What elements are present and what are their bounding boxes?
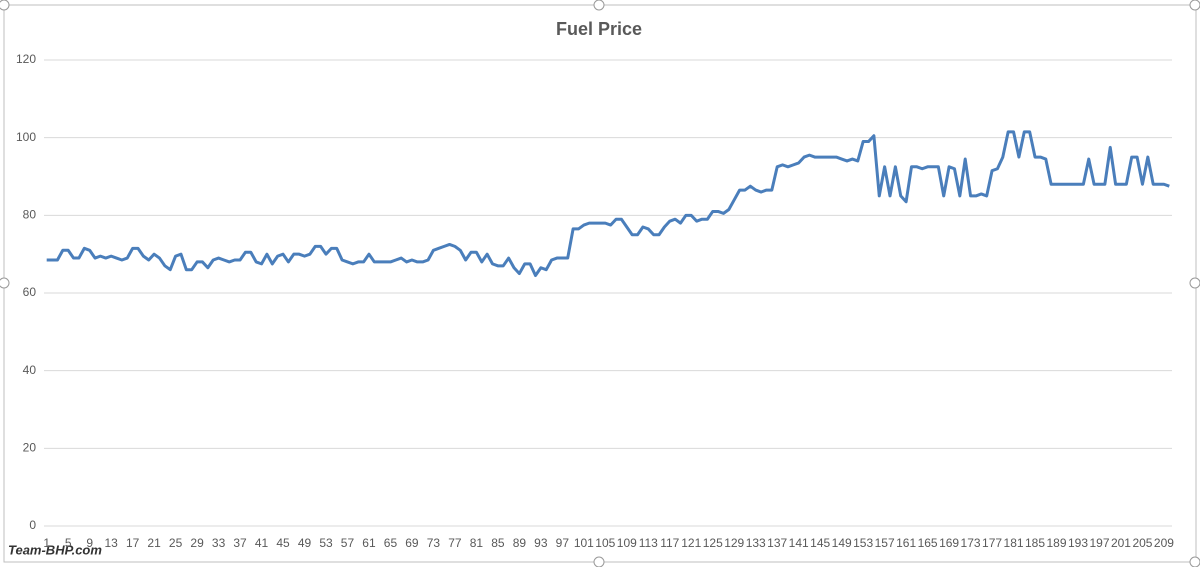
handle[interactable] [1189, 556, 1200, 567]
x-tick-label: 209 [1154, 536, 1174, 550]
x-tick-label: 37 [233, 536, 247, 550]
x-tick-label: 65 [384, 536, 398, 550]
x-tick-label: 129 [724, 536, 744, 550]
x-tick-label: 101 [574, 536, 594, 550]
x-tick-label: 133 [746, 536, 766, 550]
y-tick-label: 100 [16, 130, 36, 144]
x-tick-label: 193 [1068, 536, 1088, 550]
x-tick-label: 69 [405, 536, 419, 550]
x-tick-label: 1 [43, 536, 50, 550]
x-tick-label: 73 [427, 536, 441, 550]
x-tick-label: 177 [982, 536, 1002, 550]
x-tick-label: 45 [276, 536, 290, 550]
data-line [46, 130, 1170, 278]
x-tick-label: 109 [617, 536, 637, 550]
x-tick-label: 149 [832, 536, 852, 550]
y-tick-label: 120 [16, 52, 36, 66]
y-tick-label: 80 [23, 208, 37, 222]
x-tick-label: 97 [556, 536, 570, 550]
x-tick-label: 137 [767, 536, 787, 550]
x-tick-label: 205 [1132, 536, 1152, 550]
x-tick-label: 21 [147, 536, 161, 550]
handle[interactable] [593, 556, 605, 567]
y-tick-label: 60 [23, 285, 37, 299]
x-tick-label: 189 [1046, 536, 1066, 550]
x-tick-label: 165 [918, 536, 938, 550]
x-tick-label: 201 [1111, 536, 1131, 550]
x-tick-label: 141 [789, 536, 809, 550]
watermark: Team-BHP.com [8, 542, 102, 557]
handle[interactable] [593, 0, 605, 11]
x-tick-label: 113 [639, 536, 658, 550]
x-tick-label: 105 [595, 536, 615, 550]
handle[interactable] [0, 277, 10, 289]
x-tick-label: 33 [212, 536, 226, 550]
x-tick-label: 185 [1025, 536, 1045, 550]
handle[interactable] [0, 0, 10, 11]
x-tick-label: 25 [169, 536, 183, 550]
x-tick-label: 41 [255, 536, 269, 550]
handle[interactable] [1189, 277, 1200, 289]
x-tick-label: 61 [362, 536, 376, 550]
x-tick-label: 49 [298, 536, 312, 550]
x-tick-label: 53 [319, 536, 333, 550]
y-tick-label: 40 [23, 363, 37, 377]
x-tick-label: 17 [126, 536, 140, 550]
x-tick-label: 169 [939, 536, 959, 550]
x-tick-label: 9 [86, 536, 93, 550]
y-tick-label: 20 [23, 441, 37, 455]
handle[interactable] [1189, 0, 1200, 11]
x-tick-label: 181 [1004, 536, 1024, 550]
chart-frame [3, 4, 1197, 563]
x-tick-label: 125 [703, 536, 723, 550]
x-tick-label: 5 [65, 536, 72, 550]
x-tick-label: 197 [1089, 536, 1109, 550]
x-tick-label: 117 [660, 536, 679, 550]
x-tick-label: 161 [896, 536, 916, 550]
x-tick-label: 173 [961, 536, 981, 550]
x-tick-label: 89 [513, 536, 527, 550]
x-tick-label: 157 [875, 536, 895, 550]
x-tick-label: 81 [470, 536, 484, 550]
x-tick-label: 13 [104, 536, 118, 550]
x-tick-label: 85 [491, 536, 505, 550]
x-tick-label: 29 [190, 536, 204, 550]
x-tick-label: 145 [810, 536, 830, 550]
y-tick-label: 0 [29, 518, 36, 532]
x-tick-label: 153 [853, 536, 873, 550]
x-tick-label: 57 [341, 536, 355, 550]
chart-title: Fuel Price [556, 19, 642, 39]
x-tick-label: 121 [681, 536, 701, 550]
x-tick-label: 77 [448, 536, 462, 550]
x-tick-label: 93 [534, 536, 548, 550]
